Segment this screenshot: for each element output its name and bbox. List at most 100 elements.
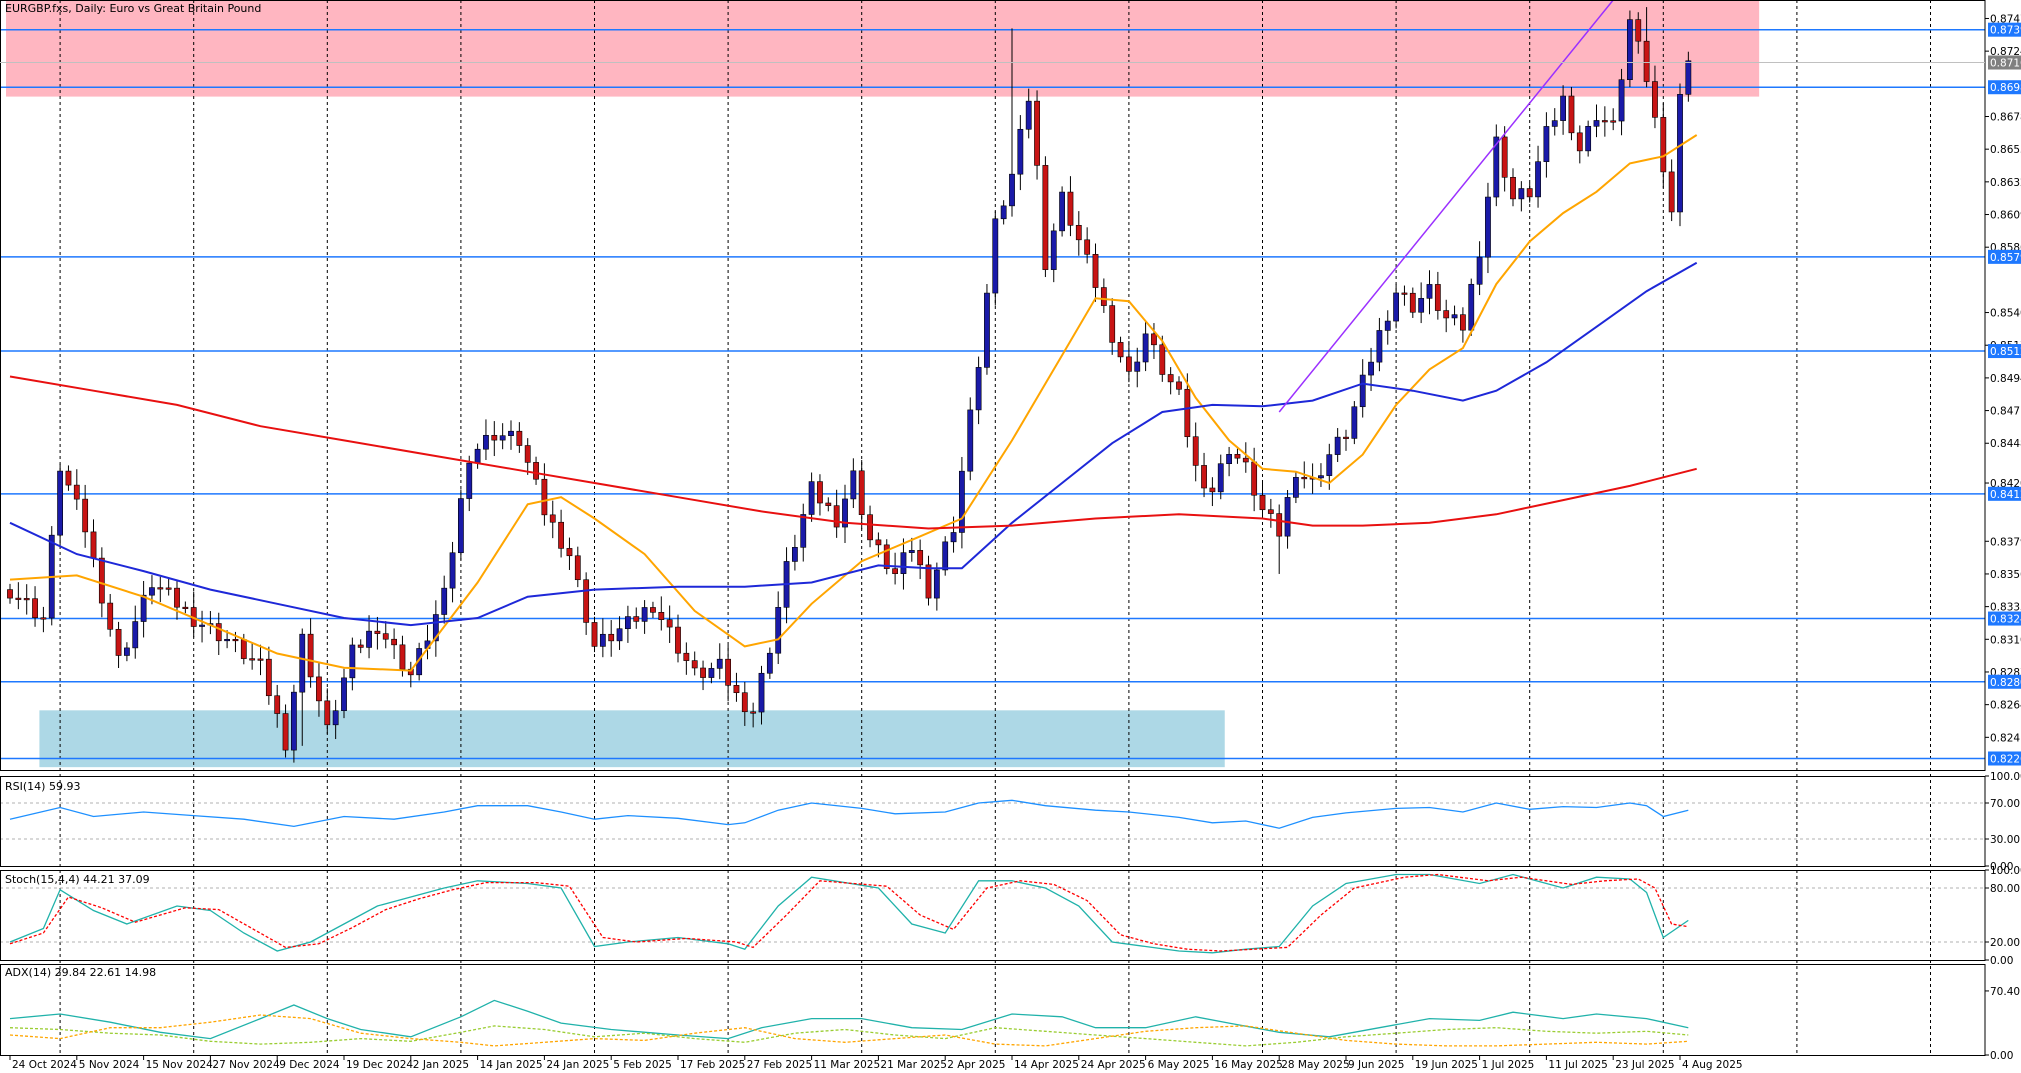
price-tick-label: 0.83790 — [1990, 536, 2021, 548]
price-tick-label: 0.82640 — [1990, 700, 2021, 712]
candle-body — [858, 470, 865, 516]
candle-body — [483, 434, 489, 450]
trendline-layer — [1278, 0, 1614, 413]
level-price-tag — [1988, 344, 2021, 359]
rsi-tick-label: 70.00 — [1990, 798, 2020, 810]
price-tick-label: 0.86090 — [1990, 210, 2021, 222]
candle-body — [474, 448, 481, 464]
candle-body — [1451, 314, 1458, 319]
candle-body — [675, 626, 681, 654]
stoch-tick-label: 20.00 — [1990, 937, 2020, 949]
candle-body — [833, 505, 840, 528]
candle-body — [332, 710, 339, 726]
price-zone-resistance — [6, 0, 1760, 97]
candle-body — [1050, 230, 1057, 270]
candle-body — [1259, 494, 1266, 511]
candle-body — [1126, 356, 1132, 372]
rsi-tick-label: 30.00 — [1990, 834, 2020, 846]
candle-body — [341, 677, 347, 712]
level-price-label: 0.85129 — [1990, 346, 2021, 358]
price-panel[interactable]: EURGBP.fxs, Daily: Euro vs Great Britain… — [0, 0, 1985, 1055]
rsi-panel[interactable]: RSI(14) 59.93 — [0, 780, 1985, 840]
candle-body — [1485, 196, 1491, 258]
candle-body — [282, 713, 289, 751]
level-price-label: 0.82801 — [1990, 677, 2021, 689]
candle-body — [1318, 475, 1324, 479]
candle-body — [265, 658, 272, 697]
level-price-tag — [1988, 80, 2021, 95]
stoch-panel[interactable]: Stoch(15,4,4) 44.21 37.09 — [0, 873, 1985, 954]
candle-body — [1176, 381, 1182, 390]
candle-body — [1635, 19, 1642, 42]
stoch-line-2 — [9, 873, 1689, 952]
candle-body — [558, 521, 564, 549]
candle-body — [1226, 454, 1232, 465]
candle-body — [457, 498, 464, 554]
candle-body — [491, 434, 498, 441]
candle-body — [942, 541, 949, 571]
candle-body — [650, 607, 656, 613]
candle-body — [1234, 454, 1241, 459]
level-price-tag — [1988, 751, 2021, 766]
candle-body — [900, 552, 907, 574]
time-tick-label: 23 Jul 2025 — [1615, 1059, 1674, 1071]
time-tick-label: 14 Apr 2025 — [1014, 1059, 1079, 1071]
zones-layer — [6, 0, 1760, 768]
stoch-line-1 — [9, 873, 1689, 954]
stoch-tick-label: 80.00 — [1990, 883, 2020, 895]
candle-body — [624, 616, 631, 630]
candle-body — [1159, 344, 1166, 375]
candle-body — [1109, 305, 1116, 343]
panel-frame — [0, 870, 1986, 961]
candle-body — [232, 638, 239, 642]
candle-body — [925, 564, 932, 599]
time-tick-label: 5 Feb 2025 — [613, 1059, 672, 1071]
candle-body — [1601, 120, 1608, 123]
price-tick-label: 0.83330 — [1990, 602, 2021, 614]
candle-body — [716, 658, 723, 669]
candles-layer — [7, 7, 1692, 763]
candle-body — [1167, 374, 1174, 383]
candle-body — [666, 619, 673, 628]
price-axis: 100.0070.0030.000.00100.0080.0020.000.00… — [0, 13, 2021, 1062]
candle-body — [1677, 94, 1683, 213]
time-tick-label: 24 Oct 2024 — [12, 1059, 77, 1071]
candle-body — [574, 555, 581, 581]
candle-body — [249, 658, 256, 661]
level-price-tag — [1988, 611, 2021, 626]
price-tick-label: 0.86780 — [1990, 111, 2021, 123]
candle-body — [299, 633, 306, 693]
candle-body — [508, 430, 514, 436]
time-tick-label: 19 Jun 2025 — [1415, 1059, 1478, 1071]
candle-body — [1518, 188, 1525, 200]
candle-body — [73, 484, 80, 500]
panel-frame — [0, 0, 1986, 771]
candle-body — [875, 539, 882, 546]
panel-frame — [0, 964, 1986, 1056]
candle-body — [1627, 19, 1633, 80]
stoch-tick-label: 100.00 — [1990, 865, 2021, 877]
candle-body — [1434, 284, 1441, 311]
candle-body — [658, 612, 665, 620]
price-tick-label: 0.84480 — [1990, 438, 2021, 450]
candle-body — [1493, 136, 1500, 198]
candle-body — [967, 409, 974, 472]
candle-body — [1510, 176, 1516, 200]
panel-frames — [0, 0, 1986, 1056]
candle-body — [825, 502, 832, 506]
candle-body — [15, 597, 22, 600]
candle-body — [775, 607, 782, 654]
candle-body — [1359, 374, 1366, 408]
candle-body — [82, 498, 89, 533]
current-price-label: 0.87160 — [1990, 58, 2021, 70]
candle-body — [516, 430, 523, 446]
candle-body — [1376, 330, 1383, 363]
candle-body — [1034, 100, 1040, 166]
time-tick-label: 24 Apr 2025 — [1081, 1059, 1146, 1071]
time-tick-label: 24 Jan 2025 — [546, 1059, 609, 1071]
candle-body — [1134, 361, 1141, 372]
adx-panel[interactable]: ADX(14) 29.84 22.61 14.98 — [5, 966, 1689, 1047]
candle-body — [140, 594, 147, 622]
trendline[interactable] — [1278, 0, 1614, 413]
candle-body — [7, 589, 13, 599]
